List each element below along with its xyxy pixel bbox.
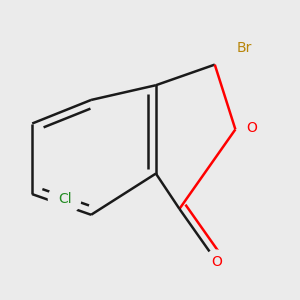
Circle shape bbox=[48, 182, 81, 215]
Circle shape bbox=[240, 116, 263, 140]
Text: Br: Br bbox=[236, 41, 252, 56]
Text: Cl: Cl bbox=[58, 192, 71, 206]
Circle shape bbox=[205, 250, 228, 274]
Text: O: O bbox=[246, 121, 257, 135]
Circle shape bbox=[228, 32, 260, 64]
Text: O: O bbox=[211, 255, 222, 269]
